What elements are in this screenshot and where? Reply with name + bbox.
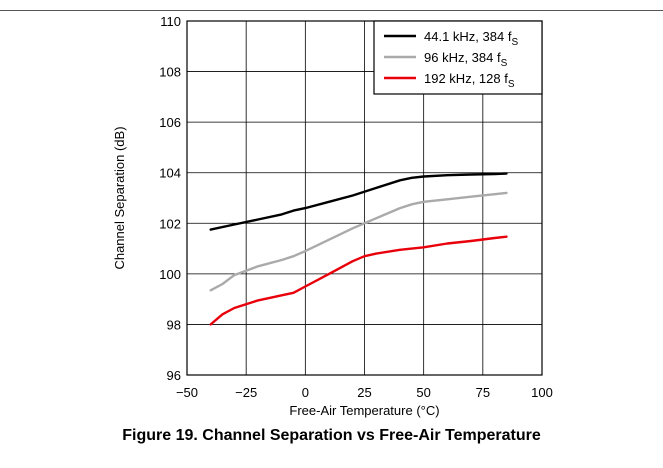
legend-entry-label: 192 kHz, 128 f [424,71,508,86]
x-tick-label: 50 [416,385,430,400]
legend-entry-subscript: S [501,58,508,69]
tick-labels: −50 −25 0 25 50 75 100 96 98 100 102 104 106 108 110 [159,14,553,400]
x-tick-label: 25 [357,385,371,400]
legend-entry-label: 96 kHz, 384 f [424,50,501,65]
y-tick-label: 106 [159,115,181,130]
top-rule [0,10,663,11]
legend-entry-subscript: S [508,79,515,90]
y-tick-label: 102 [159,216,181,231]
series-layer [209,172,508,326]
y-tick-label: 100 [159,267,181,282]
x-tick-label: 100 [531,385,553,400]
x-axis-label: Free-Air Temperature (°C) [289,403,439,418]
legend-entry-label: 44.1 kHz, 384 f [424,29,512,44]
x-tick-label: 0 [302,385,309,400]
plot-frame [186,20,543,376]
x-tick-label: −25 [235,385,257,400]
chart: −50 −25 0 25 50 75 100 96 98 100 102 104 106 108 110 F… [112,14,553,418]
y-tick-label: 110 [160,14,181,29]
x-tick-label: −50 [176,385,198,400]
figure-caption: Figure 19. Channel Separation vs Free-Ai… [122,427,541,444]
series-line-2 [209,191,508,292]
x-tick-label: 75 [476,385,490,400]
y-tick-label: 108 [159,65,181,80]
series-line-3 [209,235,508,326]
legend-entry-subscript: S [511,37,518,48]
y-axis-label: Channel Separation (dB) [112,126,127,269]
y-tick-label: 96 [167,368,181,383]
y-tick-label: 104 [159,166,181,181]
legend-entry: 44.1 kHz, 384 fS [424,29,518,48]
y-tick-label: 98 [167,317,181,332]
legend-entry: 96 kHz, 384 fS [424,50,508,69]
legend-entry: 192 kHz, 128 fS [424,71,515,90]
series-line-1 [209,172,508,231]
